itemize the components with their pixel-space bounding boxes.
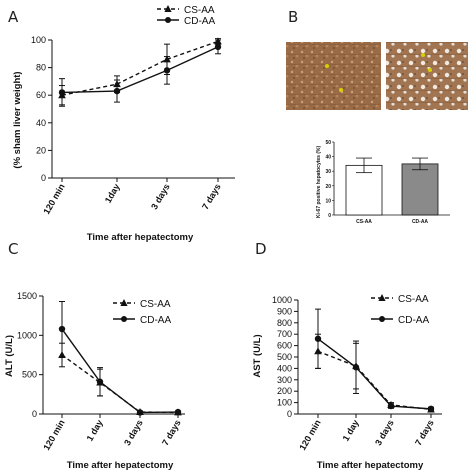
panel-a-point-cd-aa xyxy=(113,87,121,95)
panel-d-y-tick-label: 300 xyxy=(277,375,292,385)
micrograph-marker xyxy=(339,88,343,92)
panel-a-y-tick-label: 20 xyxy=(36,145,46,155)
panel-letter-c: C xyxy=(8,240,18,258)
panel-a-y-tick-label: 80 xyxy=(36,63,46,73)
panel-c-x-tick-label: 120 min xyxy=(41,418,66,452)
panel-c-point-cd-aa xyxy=(58,325,66,333)
panel-d-point-cd-aa xyxy=(314,335,322,342)
micrograph-cs-aa xyxy=(286,42,381,110)
panel-b-bar-cs-aa xyxy=(345,164,383,216)
panel-a-point-cd-aa xyxy=(163,67,171,74)
panel-a-ylabel: (% sham liver weight) xyxy=(12,71,23,168)
panel-c-y-tick-label: 500 xyxy=(22,370,37,380)
panel-b-y-tick-label: 40 xyxy=(325,155,331,161)
panel-a-x-tick-label: 7 days xyxy=(200,182,223,211)
panel-c-xlabel: Time after hepatectomy xyxy=(67,460,174,471)
panel-d-y-tick-label: 0 xyxy=(287,409,292,419)
micrograph-cd-aa xyxy=(386,42,468,110)
panel-c-x-tick-label: 1 day xyxy=(85,418,105,443)
panel-b-y-tick-label: 10 xyxy=(325,198,331,204)
panel-a-legend-marker xyxy=(164,5,172,12)
panel-d-point-cd-aa xyxy=(387,402,395,410)
panel-d-y-tick-label: 800 xyxy=(277,318,292,328)
panel-b-y-tick-label: 50 xyxy=(325,140,331,146)
panel-letter-b: B xyxy=(288,8,298,26)
panel-c-y-tick-label: 1500 xyxy=(17,291,37,301)
panel-c-x-tick-label: 7 days xyxy=(160,418,183,447)
panel-d-legend-label: CD-AA xyxy=(398,315,429,326)
panel-a-point-cd-aa xyxy=(214,43,222,51)
panel-a-xlabel: Time after hepatectomy xyxy=(87,232,194,243)
panel-a-y-tick-label: 40 xyxy=(36,118,46,128)
panel-c-series-line-cd-aa xyxy=(61,328,179,414)
panel-letter-d: D xyxy=(255,240,267,258)
panel-c-legend-label: CS-AA xyxy=(140,299,171,310)
panel-letter-a: A xyxy=(8,8,19,26)
panel-c-ylabel: ALT (U/L) xyxy=(4,335,15,377)
panel-a-legend-label: CS-AA xyxy=(184,5,215,16)
panel-b-x-tick-label: CS-AA xyxy=(356,219,372,225)
panel-a-y-tick-label: 100 xyxy=(31,35,46,45)
panel-d-y-tick-label: 1000 xyxy=(272,295,292,305)
panel-a-series-line-cd-aa xyxy=(61,46,219,94)
panel-a-series-line-cs-aa xyxy=(61,40,219,96)
panel-d-ylabel: AST (U/L) xyxy=(252,334,263,377)
micrograph-marker xyxy=(421,53,425,57)
panel-b-ylabel: Ki-67 positive hepatocytes (%) xyxy=(316,146,322,219)
panel-d-x-tick-label: 3 days xyxy=(373,418,396,447)
panel-d-series-line-cs-aa xyxy=(317,350,432,411)
panel-c-point-cd-aa xyxy=(174,408,182,416)
panel-d-legend-label: CS-AA xyxy=(398,294,429,305)
panel-c-legend-marker xyxy=(121,316,127,322)
panel-a-legend-marker xyxy=(165,17,171,23)
panel-c-legend-label: CD-AA xyxy=(140,315,171,326)
panel-d-x-tick-label: 1 day xyxy=(341,418,361,443)
panel-d-legend-marker xyxy=(379,316,385,322)
panel-c-x-tick-label: 3 days xyxy=(122,418,145,447)
panel-a-y-tick-label: 60 xyxy=(36,90,46,100)
panel-d-series-line-cd-aa xyxy=(317,338,432,410)
panel-c-legend-marker xyxy=(120,299,128,306)
panel-d-y-tick-label: 600 xyxy=(277,341,292,351)
panel-d-x-tick-label: 7 days xyxy=(413,418,436,447)
panel-b-y-tick-label: 30 xyxy=(325,169,331,175)
panel-a-legend-label: CD-AA xyxy=(184,16,215,27)
panel-d-point-cd-aa xyxy=(352,364,360,371)
panel-a-x-tick-label: 1day xyxy=(103,182,122,205)
panel-b-bar-cd-aa xyxy=(401,163,439,216)
panel-c-series-line-cs-aa xyxy=(61,354,179,414)
panel-d-y-tick-label: 100 xyxy=(277,398,292,408)
panel-b-x-tick-label: CD-AA xyxy=(412,219,428,225)
panel-a-x-tick-label: 120 min xyxy=(41,182,66,216)
panel-d-legend-marker xyxy=(378,294,386,301)
panel-c-point-cd-aa xyxy=(136,409,144,416)
panel-a-point-cd-aa xyxy=(58,89,66,96)
panel-d-xlabel: Time after hepatectomy xyxy=(317,460,424,471)
panel-d-y-tick-label: 700 xyxy=(277,329,292,339)
panel-a-x-tick-label: 3 days xyxy=(149,182,172,211)
micrograph-marker xyxy=(325,64,329,68)
panel-d-y-tick-label: 400 xyxy=(277,363,292,373)
panel-c-y-tick-label: 1000 xyxy=(17,330,37,340)
panel-d-x-tick-label: 120 min xyxy=(297,418,322,452)
panel-d-point-cd-aa xyxy=(427,405,435,413)
panel-d-y-tick-label: 500 xyxy=(277,352,292,362)
panel-b-y-tick-label: 20 xyxy=(325,184,331,190)
panel-d-y-tick-label: 200 xyxy=(277,386,292,396)
panel-b-y-tick-label: 0 xyxy=(328,213,331,219)
micrograph-marker xyxy=(428,68,432,72)
panel-a-y-tick-label: 0 xyxy=(41,173,46,183)
panel-d-y-tick-label: 900 xyxy=(277,306,292,316)
panel-c-point-cd-aa xyxy=(96,378,104,385)
panel-c-y-tick-label: 0 xyxy=(32,409,37,419)
